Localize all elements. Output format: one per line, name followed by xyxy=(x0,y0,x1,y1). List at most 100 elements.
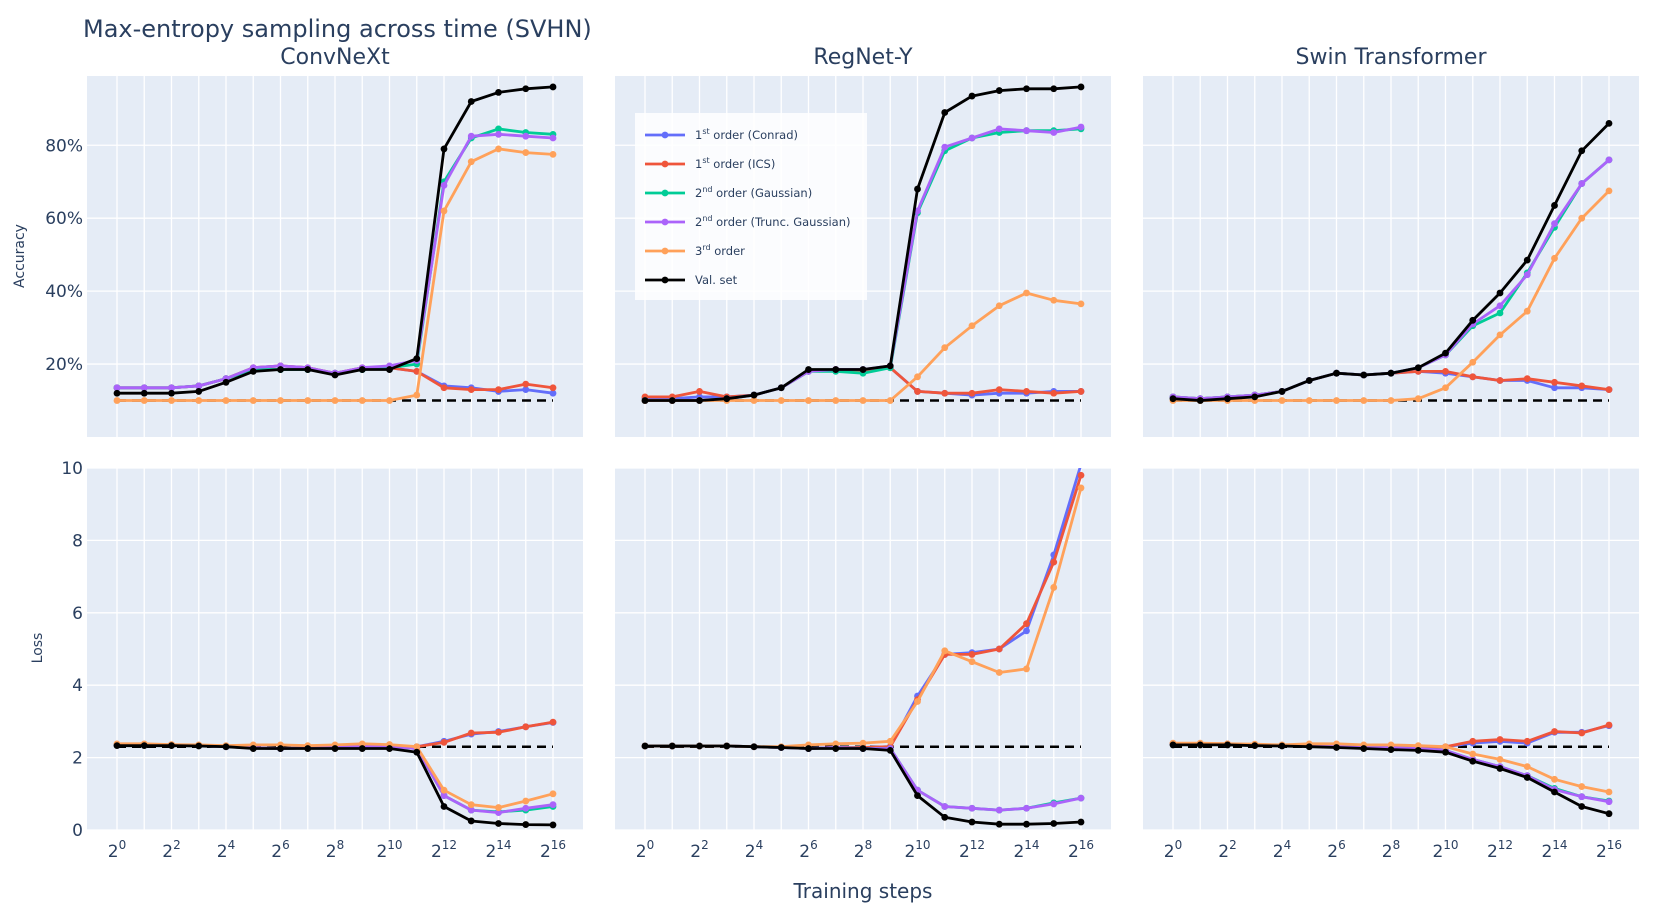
data-point xyxy=(1050,820,1058,827)
data-point xyxy=(440,786,448,794)
data-point xyxy=(941,389,949,397)
data-point xyxy=(641,397,649,404)
data-point xyxy=(549,83,557,91)
x-tick-label: 20 xyxy=(1164,838,1182,862)
data-point xyxy=(195,388,203,395)
data-point xyxy=(1333,397,1340,404)
data-point xyxy=(1224,395,1231,403)
data-point xyxy=(750,397,758,404)
data-point xyxy=(249,745,257,752)
data-point xyxy=(777,397,785,404)
data-point xyxy=(113,742,121,750)
data-point xyxy=(413,748,421,756)
x-tick-label: 216 xyxy=(1068,838,1094,862)
data-point xyxy=(723,742,731,750)
data-point xyxy=(1469,750,1477,758)
data-point xyxy=(1305,743,1313,751)
data-point xyxy=(1442,349,1449,357)
data-point xyxy=(195,397,203,404)
data-point xyxy=(140,397,148,404)
data-point xyxy=(1077,471,1085,479)
data-point xyxy=(1023,804,1030,812)
data-point xyxy=(1605,386,1613,393)
data-point xyxy=(1605,120,1613,127)
data-point xyxy=(1305,377,1313,384)
data-point xyxy=(914,792,921,800)
legend-item: 2nd order (Gaussian) xyxy=(645,185,812,200)
legend-marker xyxy=(661,247,669,255)
panel-title: Swin Transformer xyxy=(1295,45,1487,70)
data-point xyxy=(1496,289,1504,297)
data-point xyxy=(522,821,530,828)
data-point xyxy=(386,745,393,752)
data-point xyxy=(995,820,1003,828)
data-point xyxy=(113,384,121,392)
data-point xyxy=(1251,742,1259,750)
data-point xyxy=(1387,746,1395,754)
data-point xyxy=(495,145,502,153)
data-point xyxy=(1523,256,1531,264)
data-point xyxy=(440,181,448,189)
data-point xyxy=(668,397,676,404)
data-point xyxy=(549,801,557,809)
data-point xyxy=(1050,389,1058,397)
data-point xyxy=(1077,83,1085,91)
data-point xyxy=(805,745,812,752)
data-point xyxy=(1523,774,1531,781)
data-point xyxy=(495,809,502,817)
panel-3: Swin Transformer xyxy=(1143,45,1639,437)
data-point xyxy=(222,743,230,751)
x-tick-label: 24 xyxy=(217,838,235,862)
legend: 1st order (Conrad) 1st order (ICS) 2nd ord… xyxy=(635,113,867,300)
data-point xyxy=(467,132,475,140)
data-point xyxy=(995,645,1003,653)
data-point xyxy=(113,397,121,404)
data-point xyxy=(1050,296,1058,304)
data-point xyxy=(750,743,758,751)
x-tick-label: 216 xyxy=(540,838,566,862)
data-point xyxy=(1169,395,1177,403)
legend-label: 1st order (Conrad) xyxy=(695,127,798,142)
data-point xyxy=(968,92,976,100)
legend-marker xyxy=(661,160,669,168)
x-tick-label: 28 xyxy=(854,838,872,862)
data-point xyxy=(358,397,366,404)
data-point xyxy=(1605,187,1613,195)
data-point xyxy=(277,397,284,404)
data-point xyxy=(331,371,339,379)
legend-item: Val. set xyxy=(645,273,738,287)
data-point xyxy=(1414,742,1422,750)
data-point xyxy=(1469,757,1477,765)
data-point xyxy=(1333,744,1340,751)
data-point xyxy=(549,134,557,142)
data-point xyxy=(968,389,976,397)
x-tick-label: 210 xyxy=(904,838,930,862)
data-point xyxy=(1196,397,1204,404)
legend-marker xyxy=(661,131,669,139)
legend-label: 1st order (ICS) xyxy=(695,156,775,171)
x-tick-label: 26 xyxy=(1327,838,1345,862)
x-tick-label: 22 xyxy=(1218,838,1236,862)
data-point xyxy=(495,728,502,736)
data-point xyxy=(358,740,366,748)
data-point xyxy=(467,817,475,825)
data-point xyxy=(1360,371,1368,379)
data-point xyxy=(1077,818,1085,826)
data-point xyxy=(941,647,949,655)
data-point xyxy=(1278,397,1286,404)
x-tick-label: 214 xyxy=(1013,838,1039,862)
data-point xyxy=(222,397,230,404)
x-tick-label: 24 xyxy=(1273,838,1291,862)
data-point xyxy=(1023,85,1030,93)
data-point xyxy=(1077,388,1085,395)
data-point xyxy=(440,792,448,800)
legend-marker xyxy=(661,276,669,284)
data-point xyxy=(1551,775,1558,783)
data-point xyxy=(1578,803,1586,810)
x-tick-label: 212 xyxy=(431,838,457,862)
data-point xyxy=(914,373,921,381)
data-point xyxy=(1360,745,1368,752)
data-point xyxy=(1551,788,1558,796)
data-point xyxy=(859,366,867,373)
